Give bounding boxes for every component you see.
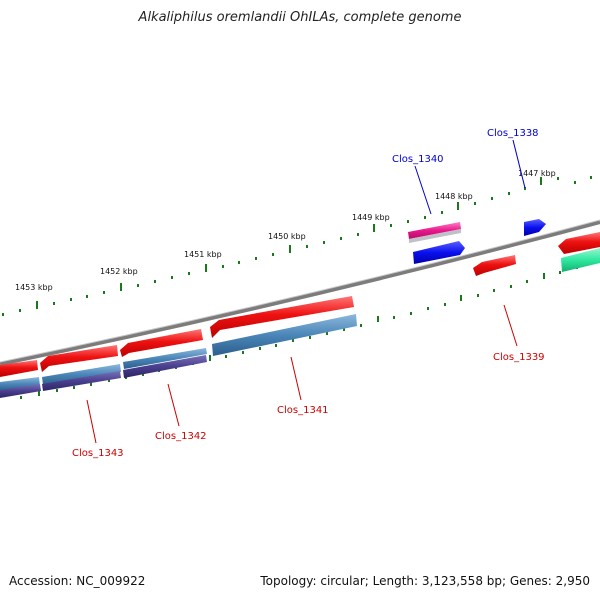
gene-left-edge-arrow[interactable] <box>0 360 38 377</box>
accession-text: Accession: NC_009922 <box>9 574 146 588</box>
ruler-label-1449: 1449 kbp <box>352 213 390 222</box>
gene-label-clos-1340[interactable]: Clos_1340 <box>392 154 444 165</box>
purple-band-middle <box>123 355 207 378</box>
label-leader-lines <box>86 139 526 444</box>
gene-clos-1339-arrow[interactable] <box>473 255 516 276</box>
purple-band-left <box>0 384 41 398</box>
gene-clos-1343-arrow[interactable] <box>40 345 118 372</box>
genome-backbone <box>0 220 600 366</box>
genome-backbone-highlight <box>0 219 600 363</box>
gene-forward-blue-arrow[interactable] <box>413 241 465 264</box>
gene-label-clos-1339[interactable]: Clos_1339 <box>493 352 545 363</box>
ruler-label-1452: 1452 kbp <box>100 267 138 276</box>
gene-label-clos-1338[interactable]: Clos_1338 <box>487 128 539 139</box>
teal-band-right <box>212 314 357 356</box>
gene-label-clos-1341[interactable]: Clos_1341 <box>277 405 329 416</box>
gene-label-clos-1342[interactable]: Clos_1342 <box>155 431 207 442</box>
gene-clos-1340-arrow[interactable] <box>408 222 461 243</box>
ruler-label-1447: 1447 kbp <box>518 169 556 178</box>
ruler-label-1448: 1448 kbp <box>435 192 473 201</box>
ruler-label-1453: 1453 kbp <box>15 283 53 292</box>
teal-band-left-2 <box>42 364 121 385</box>
genome-summary-text: Topology: circular; Length: 3,123,558 bp… <box>260 574 590 588</box>
purple-band-left-2 <box>42 371 121 391</box>
gene-clos-1338-arrow[interactable] <box>524 219 546 236</box>
gene-clos-1341-arrow[interactable] <box>210 296 354 338</box>
green-band-right <box>561 248 600 272</box>
outer-ruler-ticks <box>2 176 592 316</box>
teal-band-left <box>0 377 40 391</box>
gene-clos-1342-arrow[interactable] <box>120 329 203 357</box>
teal-band-middle <box>123 348 207 369</box>
map-title: Alkaliphilus oremlandii OhILAs, complete… <box>138 10 462 25</box>
gene-right-edge-arrow[interactable] <box>558 232 600 254</box>
ruler-label-1450: 1450 kbp <box>268 232 306 241</box>
gene-label-clos-1343[interactable]: Clos_1343 <box>72 448 124 459</box>
ruler-label-1451: 1451 kbp <box>184 250 222 259</box>
